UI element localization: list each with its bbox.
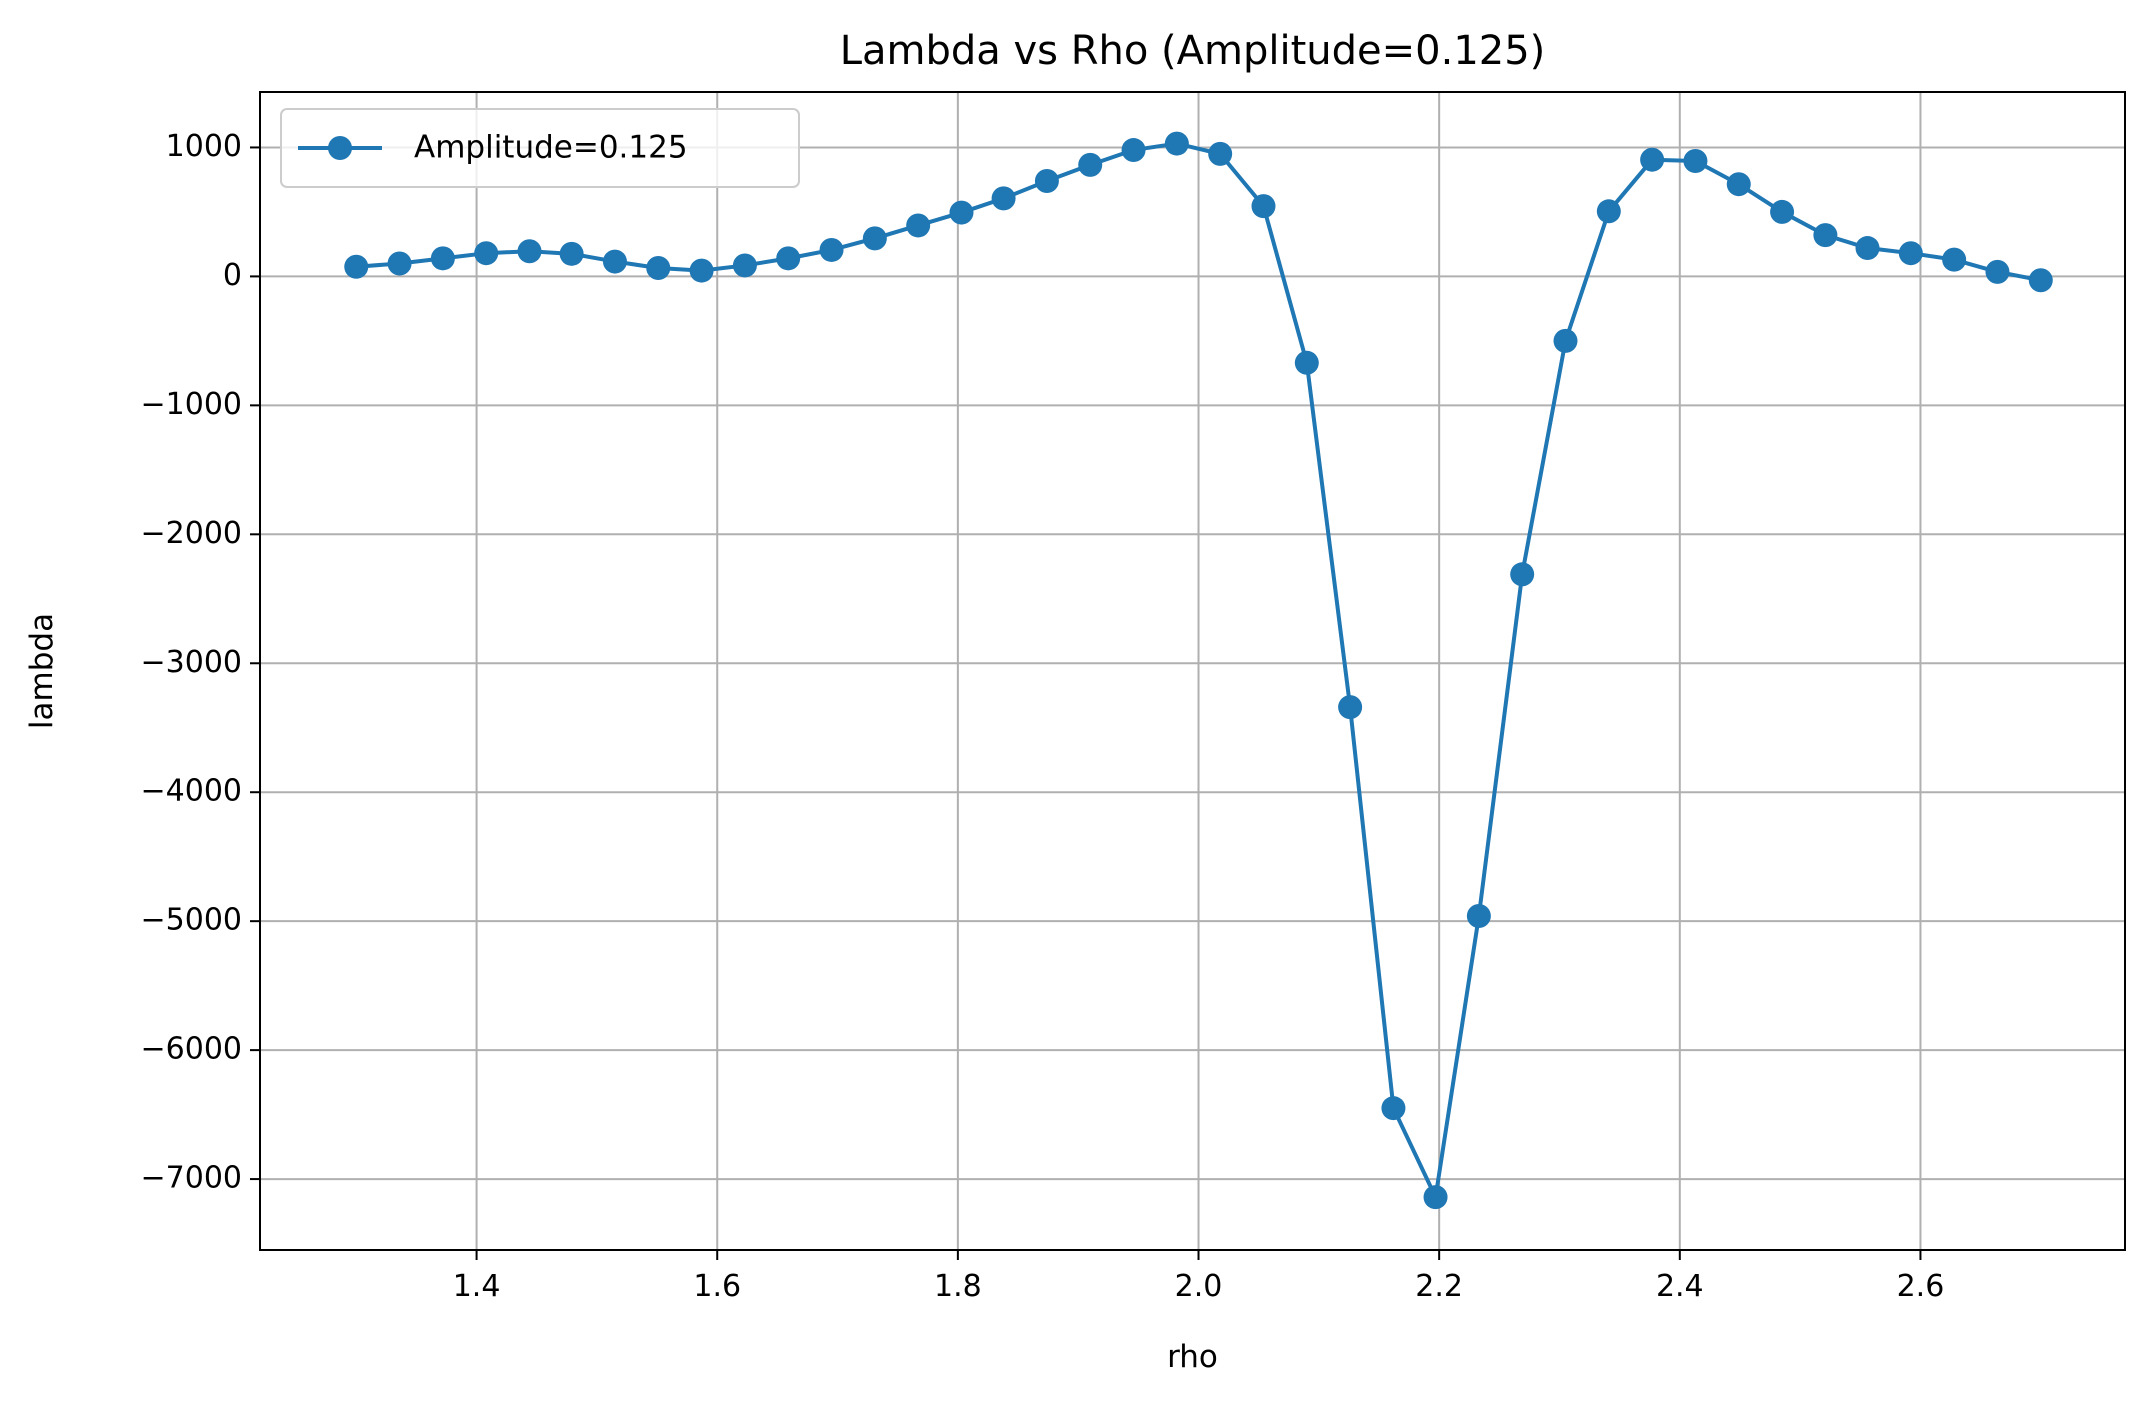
axis-ticks: 1.4 1.6 1.8 2.0 2.2 2.4 2.6 1000 0 −1000 −2000 −300… [141, 129, 1945, 1304]
data-point [1034, 168, 1059, 193]
data-point [991, 186, 1016, 211]
data-point [1813, 223, 1838, 248]
data-point [1208, 141, 1233, 166]
data-point [1553, 328, 1578, 353]
x-tick-label: 2.0 [1175, 1269, 1223, 1304]
data-point [776, 246, 801, 271]
data-point [732, 253, 757, 278]
data-point [1381, 1096, 1406, 1121]
data-point [559, 241, 584, 266]
y-tick-label: −2000 [141, 516, 242, 551]
data-point [1942, 247, 1967, 272]
data-point [949, 200, 974, 225]
x-tick-label: 1.4 [453, 1269, 501, 1304]
y-tick-label: −6000 [141, 1032, 242, 1067]
grid-lines [260, 92, 2125, 1250]
data-point [1121, 138, 1146, 163]
data-point [1294, 350, 1319, 375]
data-point [1683, 148, 1708, 173]
data-point [1596, 199, 1621, 224]
data-point [1251, 194, 1276, 219]
y-tick-label: −4000 [141, 774, 242, 809]
x-axis-label: rho [1167, 1339, 1218, 1375]
data-point [430, 246, 455, 271]
data-point [1640, 147, 1665, 172]
data-point [1164, 131, 1189, 156]
y-tick-label: −3000 [141, 645, 242, 680]
y-tick-label: 1000 [166, 129, 242, 164]
data-point [517, 239, 542, 264]
x-tick-label: 2.2 [1415, 1269, 1463, 1304]
data-point [1466, 904, 1491, 929]
data-point [602, 249, 627, 274]
data-point [387, 251, 412, 276]
data-point [1510, 562, 1535, 587]
x-tick-label: 1.6 [693, 1269, 741, 1304]
data-point [646, 256, 671, 281]
data-point [1078, 152, 1103, 177]
data-point [1423, 1185, 1448, 1210]
chart-title: Lambda vs Rho (Amplitude=0.125) [840, 28, 1546, 74]
data-point [2028, 268, 2053, 293]
data-point [906, 213, 931, 238]
y-axis-label: lambda [24, 613, 60, 729]
x-tick-label: 2.4 [1656, 1269, 1704, 1304]
data-point [1898, 241, 1923, 266]
y-tick-label: −1000 [141, 387, 242, 422]
series-line [356, 141, 2042, 1200]
x-tick-label: 1.8 [934, 1269, 982, 1304]
plot-frame [259, 91, 2126, 1251]
x-tick-label: 2.6 [1897, 1269, 1945, 1304]
data-point [1726, 172, 1751, 197]
data-point [1338, 695, 1363, 720]
data-point [474, 241, 499, 266]
data-point [819, 237, 844, 262]
data-point [862, 226, 887, 251]
data-point [689, 258, 714, 283]
data-point [1855, 236, 1880, 261]
legend-box [280, 108, 800, 188]
legend-entry-label: Amplitude=0.125 [414, 130, 688, 166]
y-tick-label: −7000 [141, 1161, 242, 1196]
data-point [1985, 259, 2010, 284]
data-point [344, 254, 369, 279]
data-point [1770, 199, 1795, 224]
y-tick-label: 0 [223, 258, 242, 293]
series-layer [344, 131, 2053, 1210]
legend: Amplitude=0.125 [280, 108, 800, 188]
legend-marker-swatch [328, 136, 352, 160]
y-tick-label: −5000 [141, 903, 242, 938]
